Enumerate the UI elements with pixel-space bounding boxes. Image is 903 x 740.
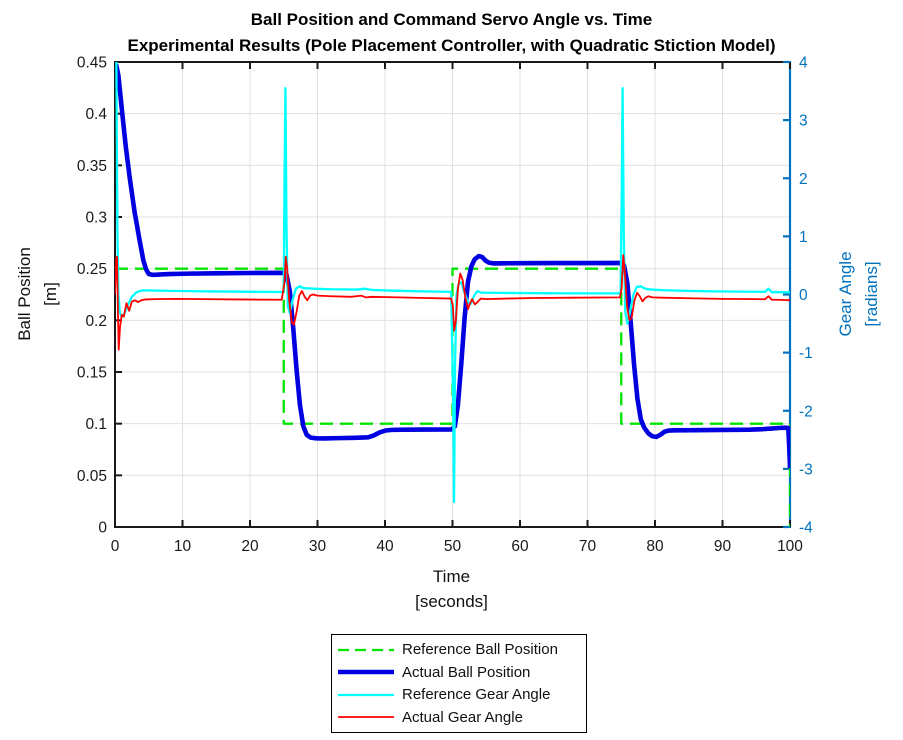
legend-line-sample xyxy=(338,716,394,719)
legend-label: Actual Gear Angle xyxy=(402,708,523,726)
x-tick-label: 70 xyxy=(579,538,597,555)
x-tick-label: 80 xyxy=(646,538,664,555)
legend-label: Actual Ball Position xyxy=(402,663,531,681)
series-actual-gear-angle xyxy=(115,254,790,351)
right-tick-label: -4 xyxy=(799,520,813,537)
right-tick-label: 2 xyxy=(799,171,808,188)
legend-label: Reference Gear Angle xyxy=(402,686,551,704)
plot-area: 0 10 20 30 40 50 60 70 80 90 10000.050.10.150.20.2… xyxy=(77,55,813,556)
x-tick-label: 60 xyxy=(511,538,529,555)
left-tick-label: 0 xyxy=(98,520,107,537)
x-tick-label: 100 xyxy=(777,538,803,555)
series-reference-gear-angle xyxy=(115,62,790,504)
left-tick-label: 0.45 xyxy=(77,55,107,72)
x-axis-label-text: Time xyxy=(432,567,471,586)
chart-title-line1: Ball Position and Command Servo Angle vs… xyxy=(250,10,653,29)
right-tick-label: -2 xyxy=(799,403,813,420)
chart-title: Ball Position and Command Servo Angle vs… xyxy=(0,7,903,59)
x-tick-label: 10 xyxy=(174,538,192,555)
legend-item-actual-ball-position: Actual Ball Position xyxy=(337,661,586,683)
series-reference-ball-position xyxy=(115,267,790,527)
right-tick-label: 4 xyxy=(799,55,808,72)
legend-label: Reference Ball Position xyxy=(402,641,558,659)
series-actual-ball-position xyxy=(115,63,790,469)
right-tick-label: 1 xyxy=(799,229,808,246)
legend: Reference Ball Position Actual Ball Posit… xyxy=(331,634,587,733)
legend-line-sample xyxy=(338,669,394,675)
series-group xyxy=(115,62,790,527)
right-tick-label: 3 xyxy=(799,113,808,130)
x-tick-label: 50 xyxy=(444,538,462,555)
left-tick-label: 0.05 xyxy=(77,468,107,485)
x-tick-label: 0 xyxy=(111,538,120,555)
legend-item-reference-gear-angle: Reference Gear Angle xyxy=(337,684,586,706)
x-tick-label: 30 xyxy=(309,538,327,555)
right-tick-label: -1 xyxy=(799,345,813,362)
right-tick-label: 0 xyxy=(799,287,808,304)
x-tick-label: 90 xyxy=(714,538,732,555)
left-tick-label: 0.15 xyxy=(77,365,107,382)
left-tick-label: 0.4 xyxy=(85,106,107,123)
left-tick-label: 0.35 xyxy=(77,158,107,175)
chart-title-line2: Experimental Results (Pole Placement Con… xyxy=(127,36,776,55)
left-tick-label: 0.2 xyxy=(85,313,107,330)
legend-item-actual-gear-angle: Actual Gear Angle xyxy=(337,706,586,728)
left-tick-label: 0.25 xyxy=(77,261,107,278)
right-tick-label: -3 xyxy=(799,461,813,478)
left-tick-label: 0.3 xyxy=(85,210,107,227)
x-tick-label: 40 xyxy=(376,538,394,555)
left-tick-label: 0.1 xyxy=(85,416,107,433)
legend-item-reference-ball-position: Reference Ball Position xyxy=(337,639,586,661)
x-tick-label: 20 xyxy=(241,538,259,555)
legend-line-sample xyxy=(338,693,394,696)
x-axis-label: Time [seconds] xyxy=(0,564,903,614)
legend-line-sample xyxy=(338,648,394,651)
x-axis-unit: [seconds] xyxy=(415,592,488,611)
